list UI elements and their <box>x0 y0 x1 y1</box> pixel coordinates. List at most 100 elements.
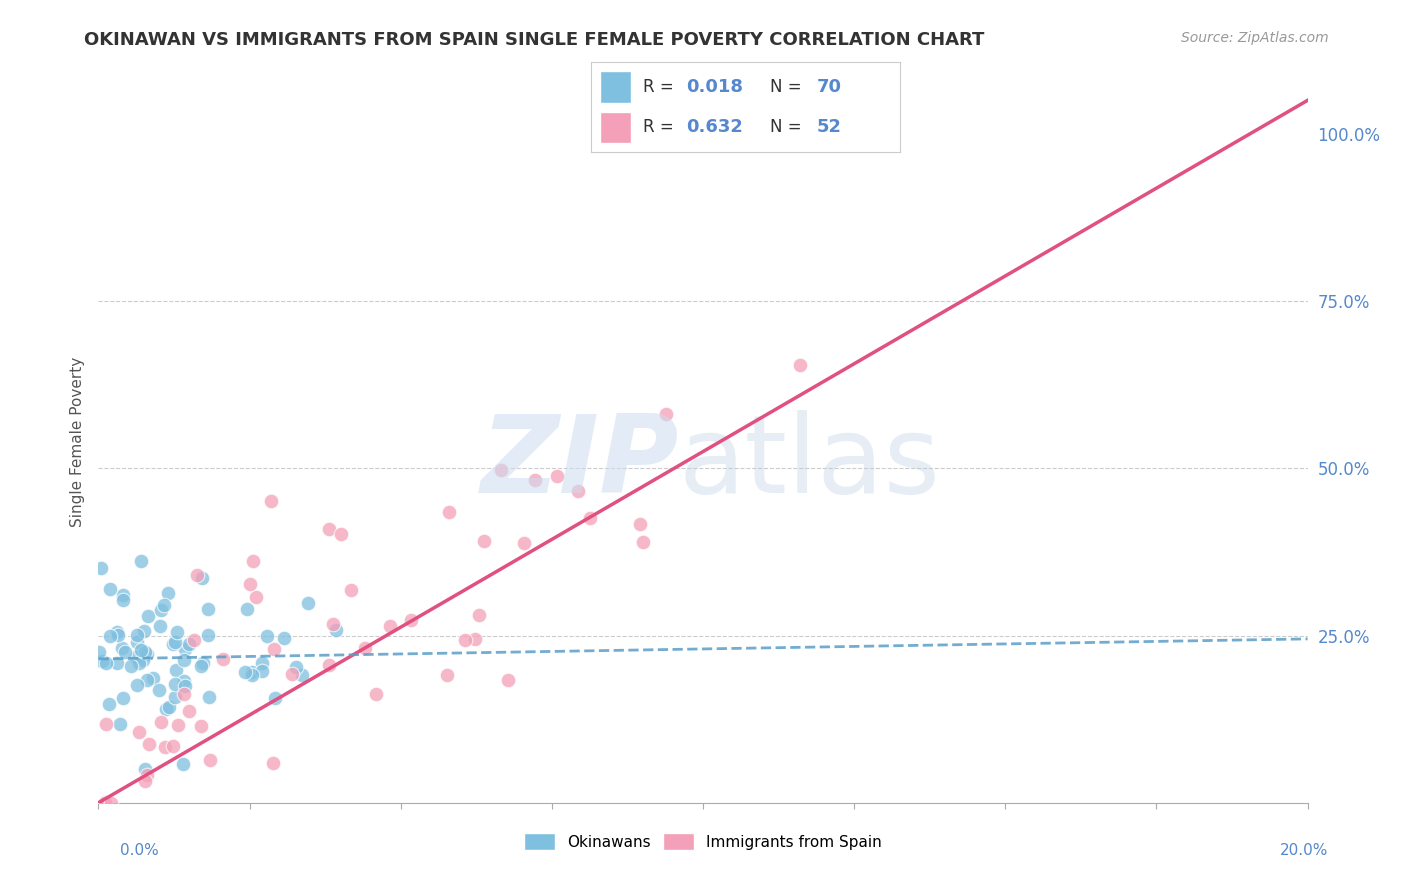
Point <box>297 597 319 611</box>
Point <box>631 534 654 549</box>
Point <box>401 613 423 627</box>
Text: 52: 52 <box>817 118 841 136</box>
Point <box>90 561 112 575</box>
Text: R =: R = <box>643 118 679 136</box>
Point <box>125 650 148 665</box>
Point <box>322 617 344 632</box>
Point <box>134 762 156 776</box>
Point <box>256 629 278 643</box>
Point <box>318 523 340 537</box>
Point <box>260 494 283 508</box>
Legend: Okinawans, Immigrants from Spain: Okinawans, Immigrants from Spain <box>519 827 887 856</box>
Point <box>378 619 401 633</box>
Point <box>156 586 179 600</box>
Point <box>198 690 221 705</box>
Point <box>190 719 212 733</box>
Point <box>330 526 353 541</box>
Point <box>136 768 159 782</box>
Point <box>579 511 602 525</box>
Point <box>173 653 195 667</box>
Point <box>148 683 170 698</box>
Point <box>153 598 176 612</box>
Point <box>173 641 195 656</box>
Text: N =: N = <box>770 78 807 95</box>
Text: 20.0%: 20.0% <box>1281 843 1329 858</box>
Point <box>197 602 219 616</box>
Point <box>173 673 195 688</box>
Point <box>87 645 110 659</box>
Point <box>107 628 129 642</box>
Point <box>472 534 495 549</box>
Point <box>546 469 568 483</box>
Text: ZIP: ZIP <box>481 410 679 516</box>
Point <box>127 677 149 691</box>
Point <box>155 702 177 716</box>
Text: Source: ZipAtlas.com: Source: ZipAtlas.com <box>1181 31 1329 45</box>
Point <box>165 690 187 705</box>
Point <box>96 716 118 731</box>
Point <box>136 608 159 623</box>
Point <box>105 624 128 639</box>
Point <box>340 583 363 598</box>
Point <box>141 671 163 685</box>
Point <box>240 667 263 681</box>
Point <box>100 796 122 810</box>
Point <box>236 602 259 616</box>
Point <box>264 690 287 705</box>
Text: R =: R = <box>643 78 679 95</box>
Point <box>162 739 184 753</box>
Point <box>132 653 155 667</box>
Point <box>179 704 201 718</box>
Point <box>190 659 212 673</box>
Point <box>167 717 190 731</box>
Point <box>212 652 235 666</box>
Point <box>354 641 377 656</box>
Bar <box>600 112 631 143</box>
Point <box>250 664 273 678</box>
Point <box>789 358 811 372</box>
Point <box>136 647 159 661</box>
Point <box>233 665 256 680</box>
Point <box>191 656 214 670</box>
Point <box>436 668 458 682</box>
Point <box>149 619 172 633</box>
Point <box>111 640 134 655</box>
Bar <box>600 71 631 103</box>
Point <box>100 629 122 643</box>
Point <box>125 635 148 649</box>
Point <box>197 628 219 642</box>
Point <box>496 673 519 688</box>
Text: 0.632: 0.632 <box>686 118 744 136</box>
Point <box>150 714 173 729</box>
Point <box>98 698 121 712</box>
Point <box>325 624 347 638</box>
Point <box>437 505 460 519</box>
Point <box>125 628 148 642</box>
Point <box>134 645 156 659</box>
Point <box>166 625 188 640</box>
Point <box>128 724 150 739</box>
Point <box>198 753 221 767</box>
Point <box>245 590 267 604</box>
Point <box>318 658 340 673</box>
Point <box>239 576 262 591</box>
Point <box>163 677 186 691</box>
Point <box>129 643 152 657</box>
Point <box>291 667 314 681</box>
Point <box>110 716 132 731</box>
Point <box>134 774 156 789</box>
Point <box>94 656 117 670</box>
Point <box>129 554 152 568</box>
Point <box>112 588 135 602</box>
Point <box>191 571 214 585</box>
Point <box>149 603 172 617</box>
Point <box>107 656 129 670</box>
Point <box>262 756 284 770</box>
Point <box>153 739 176 754</box>
Text: 0.0%: 0.0% <box>120 843 159 858</box>
Point <box>165 663 187 677</box>
Point <box>114 645 136 659</box>
Point <box>183 632 205 647</box>
Point <box>177 637 200 651</box>
Point <box>135 673 157 688</box>
